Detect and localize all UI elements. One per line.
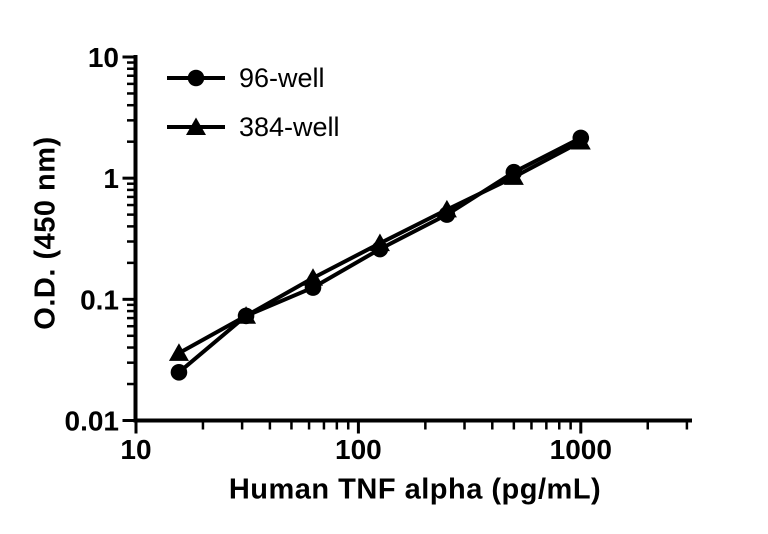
data-point-triangle-384-well	[303, 268, 324, 286]
y-axis-title: O.D. (450 nm)	[29, 136, 62, 330]
y-axis-tick-label: 0.1	[80, 284, 119, 315]
legend-item-384-well: 384-well	[165, 111, 340, 143]
x-axis-tick-label: 100	[335, 434, 382, 465]
data-point-triangle-384-well	[236, 306, 257, 324]
data-point-triangle-384-well	[570, 131, 591, 150]
y-axis-tick-label: 10	[88, 42, 119, 73]
x-axis-title: Human TNF alpha (pg/mL)	[228, 473, 602, 506]
circle-series-legend-icon	[167, 69, 225, 87]
legend-item-96-well: 96-well	[165, 62, 340, 94]
x-axis-tick-label: 1000	[550, 434, 612, 465]
data-point-triangle-384-well	[369, 233, 390, 252]
data-point-triangle-384-well	[436, 199, 457, 218]
y-axis-tick-label: 1	[103, 163, 119, 194]
legend-label-384-well: 384-well	[239, 111, 340, 142]
triangle-series-legend-icon	[167, 117, 225, 135]
legend-label-96-well: 96-well	[239, 62, 325, 93]
legend: 96-well 384-well	[165, 62, 340, 143]
data-point-triangle-384-well	[503, 167, 524, 185]
x-axis-tick-label: 10	[120, 434, 151, 465]
data-point-triangle-384-well	[168, 343, 189, 361]
y-axis-tick-label: 0.01	[65, 406, 120, 437]
data-point-circle-96-well	[170, 363, 188, 381]
